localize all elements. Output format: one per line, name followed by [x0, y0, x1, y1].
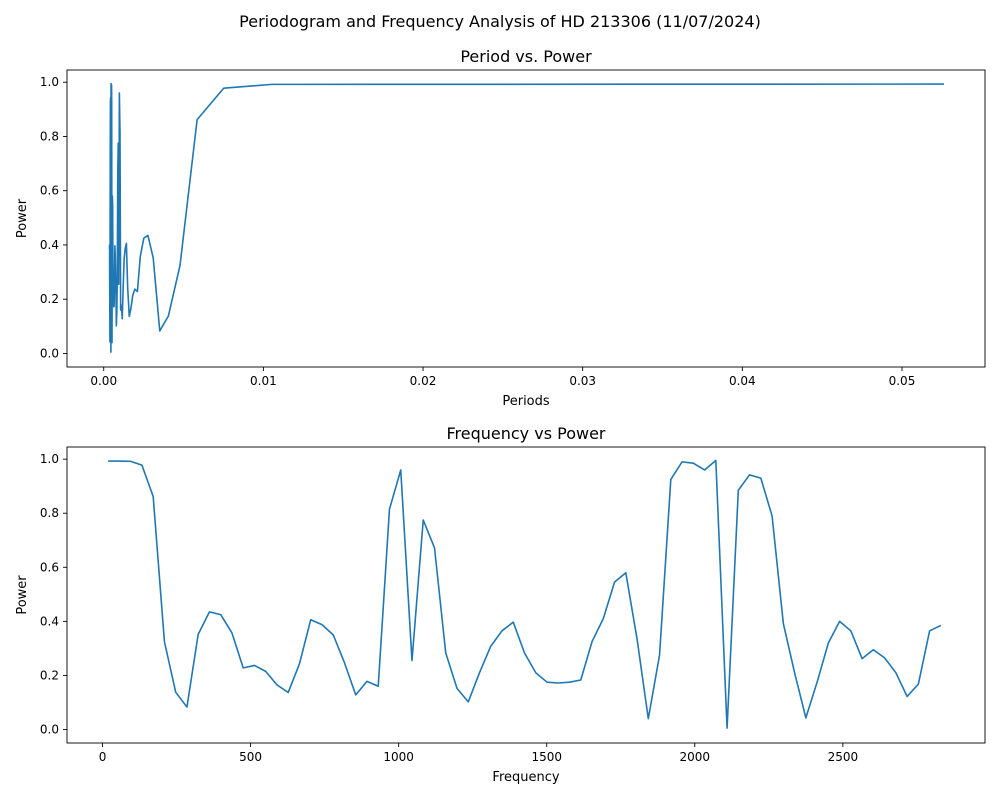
axes-frame: [66, 69, 986, 368]
x-tick-label: 0.02: [410, 374, 437, 388]
y-tick: 0.0: [40, 722, 67, 736]
x-tick-label: 1000: [383, 750, 414, 764]
x-tick: 0.02: [410, 367, 437, 388]
y-tick-label: 0.0: [40, 346, 59, 360]
y-tick-label: 0.8: [40, 506, 59, 520]
x-tick: 500: [239, 743, 262, 764]
y-tick: 0.0: [40, 346, 67, 360]
x-tick-label: 2000: [680, 750, 711, 764]
x-tick-label: 500: [239, 750, 262, 764]
x-tick-label: 0: [99, 750, 107, 764]
y-tick: 1.0: [40, 452, 67, 466]
x-tick: 2000: [680, 743, 711, 764]
y-tick-label: 1.0: [40, 452, 59, 466]
y-tick: 0.2: [40, 292, 67, 306]
x-tick: 0.03: [569, 367, 596, 388]
x-tick: 0.01: [250, 367, 277, 388]
x-tick-label: 0.03: [569, 374, 596, 388]
y-tick-label: 0.0: [40, 722, 59, 736]
x-tick-label: 0.04: [729, 374, 756, 388]
y-tick-label: 0.6: [40, 560, 59, 574]
y-tick-label: 1.0: [40, 75, 59, 89]
y-tick: 0.2: [40, 668, 67, 682]
x-tick-label: 1500: [531, 750, 562, 764]
y-axis-label: Power: [15, 575, 30, 615]
x-tick: 2500: [828, 743, 859, 764]
y-tick-label: 0.2: [40, 668, 59, 682]
x-tick: 0: [99, 743, 107, 764]
y-tick-label: 0.8: [40, 129, 59, 143]
x-tick-label: 0.01: [250, 374, 277, 388]
y-tick: 0.4: [40, 238, 67, 252]
x-tick-label: 0.05: [889, 374, 916, 388]
series-line: [108, 82, 944, 353]
x-tick-label: 0.00: [90, 374, 117, 388]
y-tick-label: 0.2: [40, 292, 59, 306]
axes-frame: [66, 446, 986, 744]
x-axis-label: Frequency: [492, 770, 559, 785]
x-tick: 0.05: [889, 367, 916, 388]
y-tick: 0.6: [40, 560, 67, 574]
y-tick: 0.6: [40, 184, 67, 198]
y-axis-label: Power: [15, 198, 30, 238]
y-tick-label: 0.4: [40, 238, 59, 252]
x-tick: 1000: [383, 743, 414, 764]
plot-title: Period vs. Power: [460, 47, 592, 66]
x-tick: 1500: [531, 743, 562, 764]
subplot-2: Frequency vs Power 0 500 1000 1500 2000 2500 0.…: [15, 424, 986, 785]
x-tick: 0.04: [729, 367, 756, 388]
x-tick: 0.00: [90, 367, 117, 388]
series-line: [108, 459, 942, 729]
figure-title: Periodogram and Frequency Analysis of HD…: [239, 12, 761, 31]
y-tick: 0.4: [40, 614, 67, 628]
plot-title: Frequency vs Power: [446, 424, 605, 443]
x-tick-label: 2500: [828, 750, 859, 764]
y-tick: 0.8: [40, 129, 67, 143]
y-tick: 0.8: [40, 506, 67, 520]
subplot-1: Period vs. Power 0.00 0.01 0.02 0.03 0.04 0.05…: [15, 47, 986, 409]
y-tick: 1.0: [40, 75, 67, 89]
x-axis-label: Periods: [502, 394, 550, 409]
y-tick-label: 0.4: [40, 614, 59, 628]
y-tick-label: 0.6: [40, 184, 59, 198]
